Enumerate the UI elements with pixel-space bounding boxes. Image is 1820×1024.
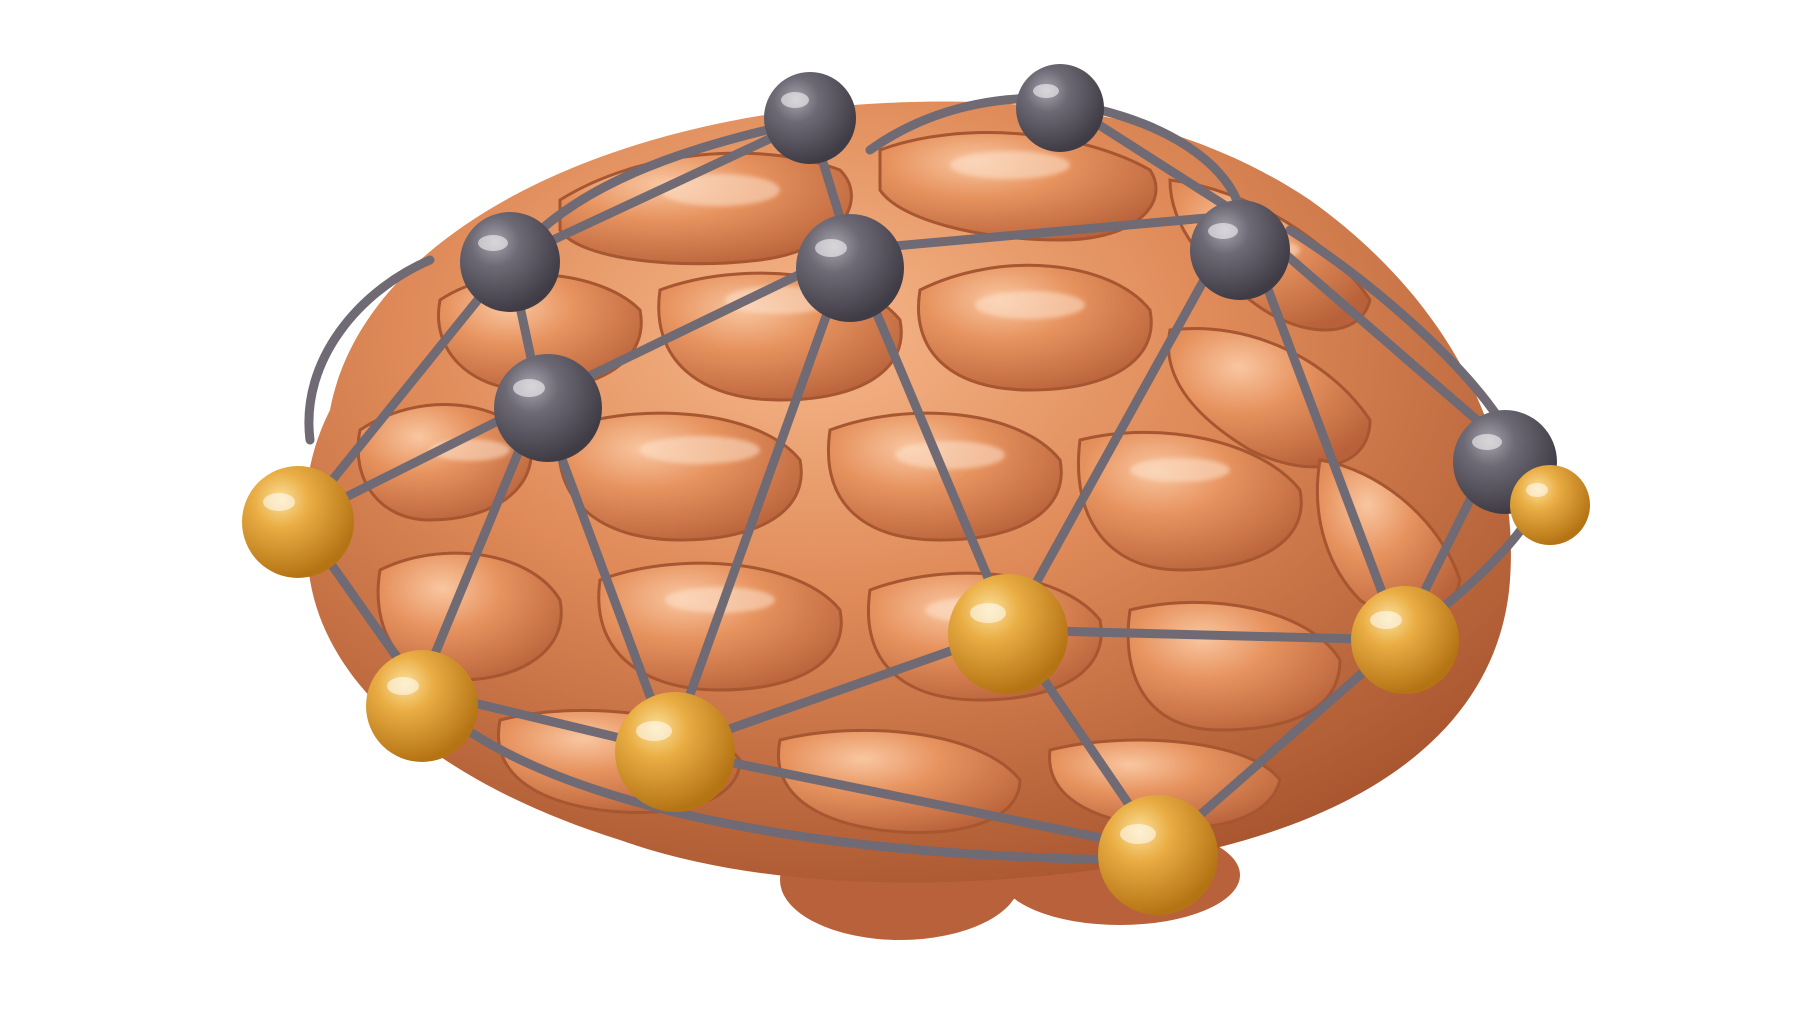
node-highlights [263, 84, 1548, 844]
gold-node [1098, 795, 1218, 915]
gold-node [948, 574, 1068, 694]
gray-node [460, 212, 560, 312]
gold-nodes [242, 465, 1590, 915]
gray-node [1016, 64, 1104, 152]
gold-node [366, 650, 478, 762]
gold-node [1351, 586, 1459, 694]
gold-node [242, 466, 354, 578]
gray-node [1190, 200, 1290, 300]
gold-node [615, 692, 735, 812]
gray-node [494, 354, 602, 462]
gray-node [764, 72, 856, 164]
gray-node [796, 214, 904, 322]
brain-body [305, 101, 1511, 940]
gold-node [1510, 465, 1590, 545]
